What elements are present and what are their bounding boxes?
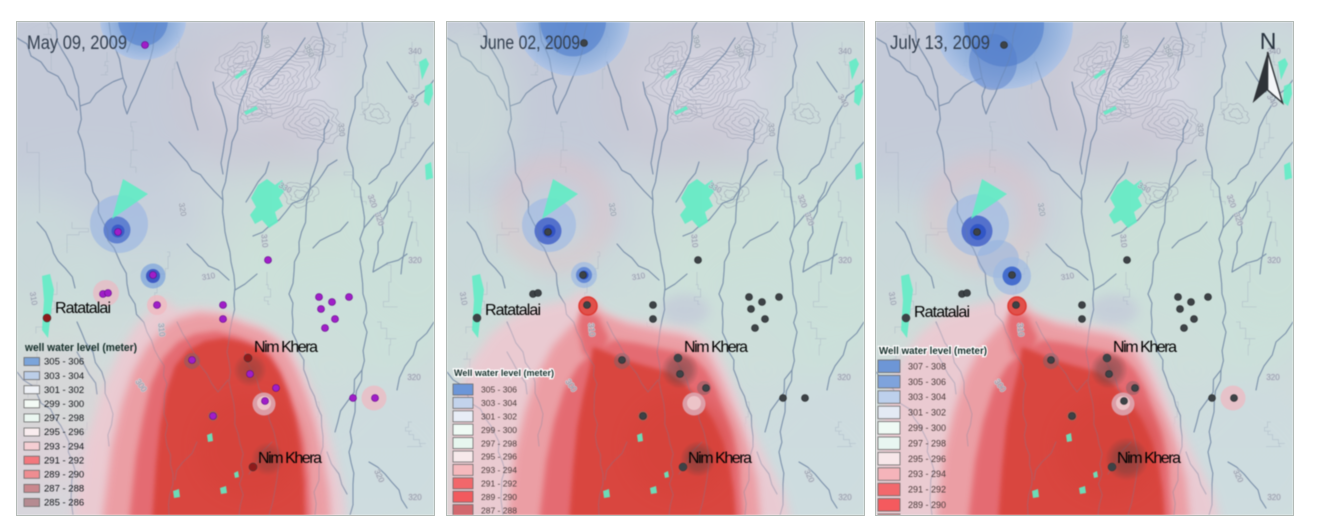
svg-text:Ratatalai: Ratatalai	[914, 304, 970, 321]
svg-text:Nim Khera: Nim Khera	[1117, 450, 1181, 467]
svg-text:299 - 300: 299 - 300	[481, 425, 517, 435]
svg-text:June 02, 2009: June 02, 2009	[480, 33, 580, 54]
svg-text:N: N	[1260, 28, 1277, 54]
svg-text:Nim Khera: Nim Khera	[254, 339, 318, 356]
svg-text:July 13, 2009: July 13, 2009	[890, 33, 990, 54]
svg-text:305 - 306: 305 - 306	[44, 357, 84, 368]
svg-text:Nim Khera: Nim Khera	[684, 339, 748, 356]
svg-text:299 - 300: 299 - 300	[908, 423, 946, 433]
svg-text:293 - 294: 293 - 294	[481, 465, 517, 475]
svg-text:291 - 292: 291 - 292	[481, 479, 517, 489]
svg-text:299 - 300: 299 - 300	[44, 399, 84, 410]
svg-text:305 - 306: 305 - 306	[908, 377, 946, 387]
svg-text:307 - 308: 307 - 308	[908, 361, 946, 371]
svg-text:Well water level (meter): Well water level (meter)	[454, 368, 554, 379]
svg-text:297 - 298: 297 - 298	[481, 438, 517, 448]
svg-text:303 - 304: 303 - 304	[44, 371, 84, 382]
svg-text:289 - 290: 289 - 290	[44, 470, 84, 481]
svg-text:289 - 290: 289 - 290	[481, 492, 517, 502]
svg-text:Ratatalai: Ratatalai	[485, 302, 541, 319]
svg-text:285 - 286: 285 - 286	[44, 498, 84, 509]
svg-text:293 - 294: 293 - 294	[908, 469, 946, 479]
svg-text:May 09, 2009: May 09, 2009	[27, 33, 127, 54]
svg-text:303 - 304: 303 - 304	[481, 398, 517, 408]
svg-text:303 - 304: 303 - 304	[908, 392, 946, 402]
svg-text:297 - 298: 297 - 298	[44, 413, 84, 424]
svg-text:289 - 290: 289 - 290	[908, 500, 946, 510]
svg-text:301 - 302: 301 - 302	[481, 412, 517, 422]
svg-text:305 - 306: 305 - 306	[481, 385, 517, 395]
svg-text:Nim Khera: Nim Khera	[1113, 339, 1177, 356]
svg-text:Nim Khera: Nim Khera	[688, 450, 752, 467]
svg-text:Well water level (meter): Well water level (meter)	[879, 345, 987, 357]
svg-text:301 - 302: 301 - 302	[44, 385, 84, 396]
svg-text:287 - 288: 287 - 288	[44, 484, 84, 495]
svg-text:291 - 292: 291 - 292	[908, 485, 946, 495]
svg-text:295 - 296: 295 - 296	[44, 427, 84, 438]
svg-text:well water level (meter): well water level (meter)	[24, 342, 137, 354]
svg-text:Nim Khera: Nim Khera	[258, 450, 322, 467]
svg-text:295 - 296: 295 - 296	[908, 454, 946, 464]
svg-text:291 - 292: 291 - 292	[44, 455, 84, 466]
svg-text:297 - 298: 297 - 298	[908, 438, 946, 448]
svg-text:301 - 302: 301 - 302	[908, 408, 946, 418]
svg-text:293 - 294: 293 - 294	[44, 441, 84, 452]
svg-text:295 - 296: 295 - 296	[481, 452, 517, 462]
svg-text:287 - 288: 287 - 288	[481, 505, 517, 515]
svg-text:Ratatalai: Ratatalai	[55, 300, 111, 317]
